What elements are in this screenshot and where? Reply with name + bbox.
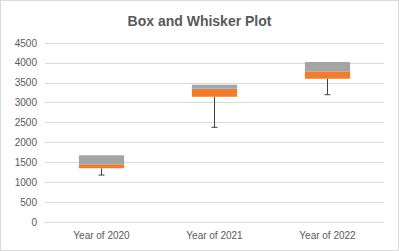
svg-text:0: 0 — [31, 217, 37, 228]
svg-text:2500: 2500 — [15, 117, 38, 128]
svg-text:Year of 2021: Year of 2021 — [186, 230, 243, 241]
svg-text:3000: 3000 — [15, 97, 38, 108]
svg-text:4500: 4500 — [15, 38, 38, 49]
svg-text:Year of 2020: Year of 2020 — [73, 230, 130, 241]
svg-text:Box and Whisker Plot: Box and Whisker Plot — [128, 13, 272, 29]
svg-text:4000: 4000 — [15, 57, 38, 68]
svg-text:1000: 1000 — [15, 177, 38, 188]
svg-text:Year of 2022: Year of 2022 — [299, 230, 356, 241]
svg-text:1500: 1500 — [15, 157, 38, 168]
svg-text:500: 500 — [20, 197, 37, 208]
svg-text:2000: 2000 — [15, 137, 38, 148]
svg-text:3500: 3500 — [15, 77, 38, 88]
